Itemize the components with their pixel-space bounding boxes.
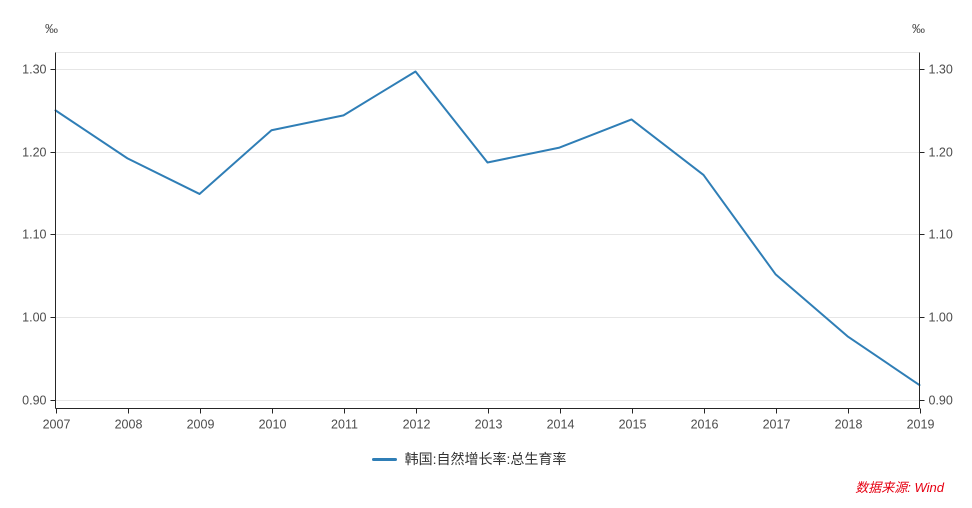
x-axis-tick-label: 2008 [115,418,143,432]
y-axis-tick-label-right: 1.00 [929,311,953,325]
y-axis-tick-label-right: 1.30 [929,63,953,77]
y-axis-unit-right: ‰ [912,21,925,36]
x-axis-tick-label: 2014 [547,418,575,432]
legend-label: 韩国:自然增长率:总生育率 [404,451,567,467]
y-axis-tick-label-right: 0.90 [929,394,953,408]
x-axis-tick-label: 2007 [43,418,71,432]
y-axis-tick-label-left: 1.00 [22,311,46,325]
y-axis-tick-label-right: 1.10 [929,228,953,242]
legend: 韩国:自然增长率:总生育率 [0,449,955,469]
y-axis-tick-label-left: 1.20 [22,146,46,160]
y-axis-tick-label-left: 1.10 [22,228,46,242]
x-axis-tick-label: 2016 [691,418,719,432]
legend-line-swatch [371,457,397,461]
data-source-note: 数据来源: Wind [855,480,944,495]
x-axis-tick-label: 2017 [763,418,791,432]
y-axis-tick-label-left: 0.90 [22,394,46,408]
x-axis-tick-label: 2009 [187,418,215,432]
x-axis-tick-label: 2018 [835,418,863,432]
y-axis-tick-label-right: 1.20 [929,146,953,160]
x-axis-tick-label: 2010 [259,418,287,432]
y-axis-unit-left: ‰ [45,21,58,36]
x-axis-tick-label: 2012 [403,418,431,432]
y-axis-tick-label-left: 1.30 [22,63,46,77]
x-axis-tick-label: 2013 [475,418,503,432]
x-axis-tick-label: 2019 [907,418,935,432]
x-axis-tick-label: 2011 [331,418,358,432]
x-axis-tick-label: 2015 [619,418,647,432]
series-line [54,70,921,387]
